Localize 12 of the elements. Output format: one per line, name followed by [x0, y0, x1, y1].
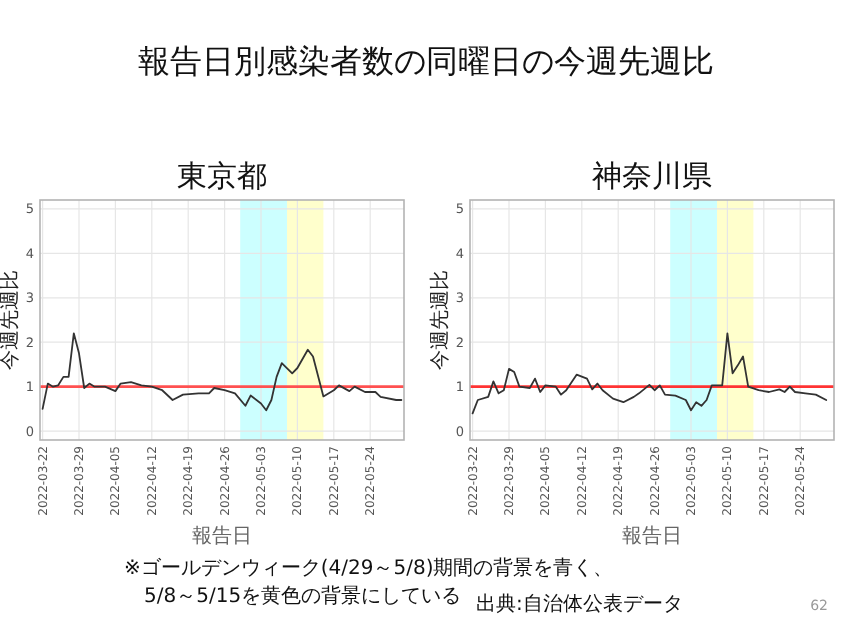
chart-title: 東京都	[177, 158, 267, 194]
chart-title: 神奈川県	[592, 158, 712, 194]
x-axis-title: 報告日	[622, 524, 682, 548]
x-axis-title: 報告日	[192, 524, 252, 548]
text: 報告日別感染者数の同曜日の今週先週比	[138, 42, 714, 80]
source-note: 出典:自治体公表データ	[476, 592, 683, 616]
y-axis-title: 今週先週比	[428, 270, 452, 370]
line-series	[471, 332, 828, 415]
y-axis-title: 今週先週比	[0, 270, 22, 370]
text: ※ゴールデンウィーク(4/29～5/8)期間の背景を青く、	[124, 556, 614, 580]
text: 5/8～5/15を黄色の背景にしている	[144, 584, 462, 608]
line-series	[41, 332, 403, 412]
